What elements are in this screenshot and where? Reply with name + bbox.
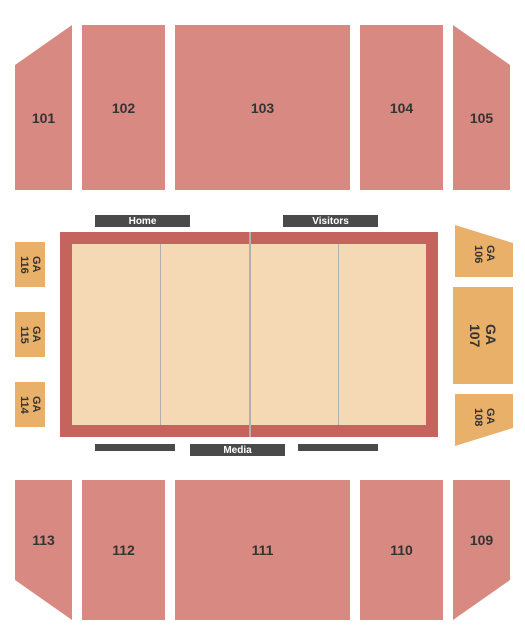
bar-visitors: Visitors (283, 215, 378, 227)
court-attack-line-1 (338, 244, 339, 425)
bar-media: Media (190, 444, 285, 456)
bar-home: Home (95, 215, 190, 227)
court-net-line (249, 232, 251, 437)
bar-bar_l (95, 444, 175, 451)
court-attack-line-0 (160, 244, 161, 425)
bar-bar_r (298, 444, 378, 451)
